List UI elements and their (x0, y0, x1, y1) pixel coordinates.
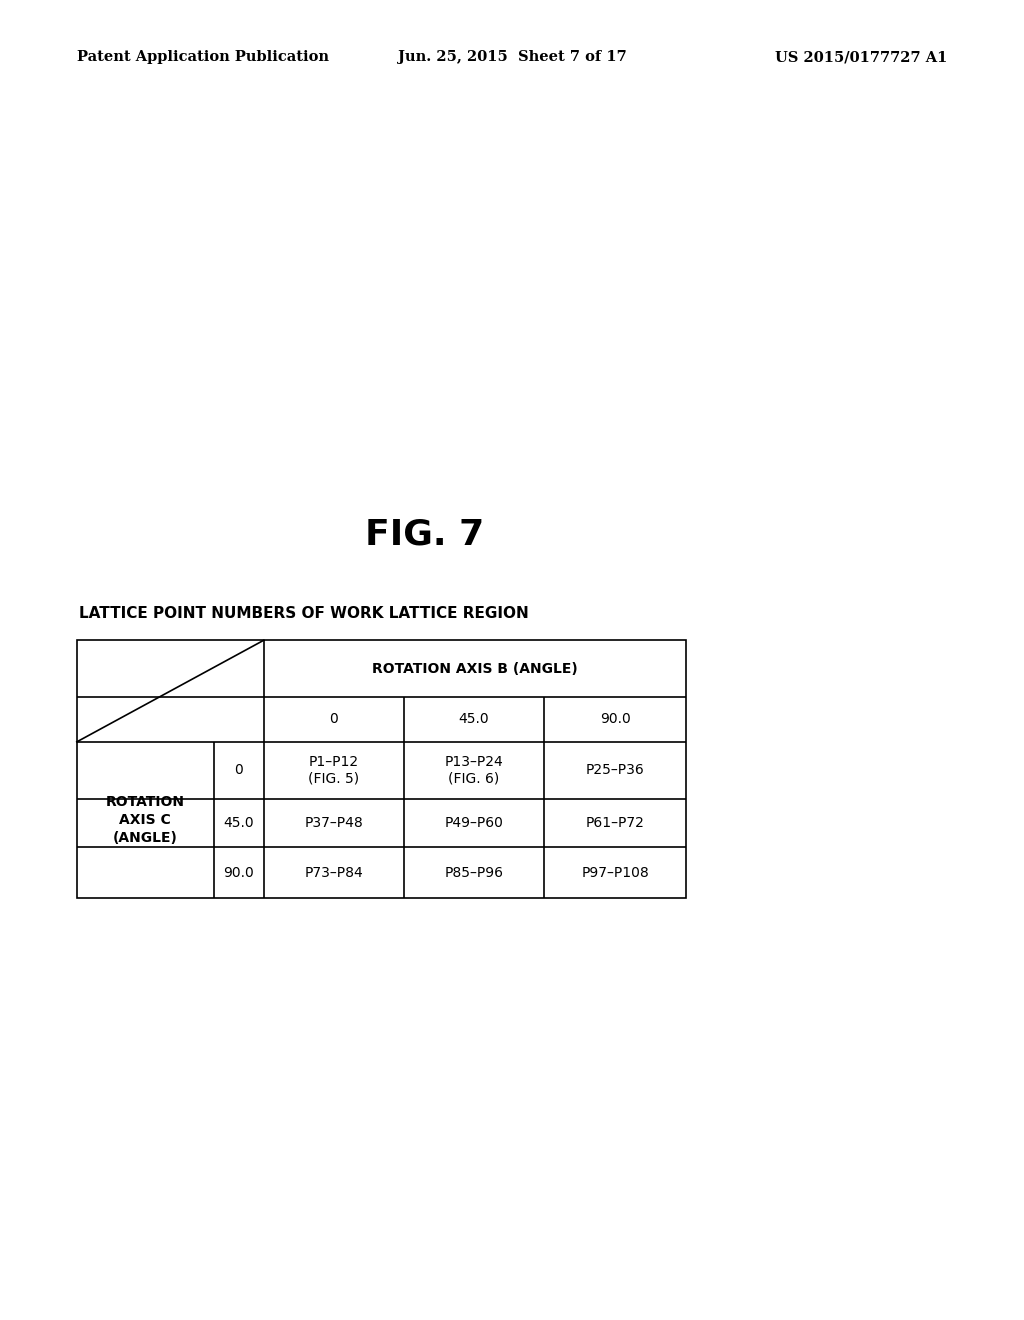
Bar (77, 640, 686, 898)
Text: ROTATION AXIS B (ANGLE): ROTATION AXIS B (ANGLE) (372, 661, 578, 676)
Text: P85–P96: P85–P96 (444, 866, 504, 879)
Text: 0: 0 (234, 763, 244, 777)
Text: LATTICE POINT NUMBERS OF WORK LATTICE REGION: LATTICE POINT NUMBERS OF WORK LATTICE RE… (79, 606, 528, 622)
Text: FIG. 7: FIG. 7 (366, 517, 484, 552)
Text: 90.0: 90.0 (600, 713, 631, 726)
Text: US 2015/0177727 A1: US 2015/0177727 A1 (775, 50, 947, 65)
Text: Jun. 25, 2015  Sheet 7 of 17: Jun. 25, 2015 Sheet 7 of 17 (397, 50, 627, 65)
Text: 0: 0 (330, 713, 338, 726)
Text: P61–P72: P61–P72 (586, 816, 644, 830)
Text: P73–P84: P73–P84 (304, 866, 364, 879)
Text: 90.0: 90.0 (223, 866, 254, 879)
Text: P37–P48: P37–P48 (304, 816, 364, 830)
Text: P25–P36: P25–P36 (586, 763, 644, 777)
Text: 45.0: 45.0 (459, 713, 489, 726)
Text: P49–P60: P49–P60 (444, 816, 504, 830)
Text: P1–P12
(FIG. 5): P1–P12 (FIG. 5) (308, 755, 359, 785)
Text: P97–P108: P97–P108 (582, 866, 649, 879)
Text: ROTATION
AXIS C
(ANGLE): ROTATION AXIS C (ANGLE) (105, 795, 185, 845)
Text: P13–P24
(FIG. 6): P13–P24 (FIG. 6) (444, 755, 504, 785)
Text: 45.0: 45.0 (223, 816, 254, 830)
Text: Patent Application Publication: Patent Application Publication (77, 50, 329, 65)
